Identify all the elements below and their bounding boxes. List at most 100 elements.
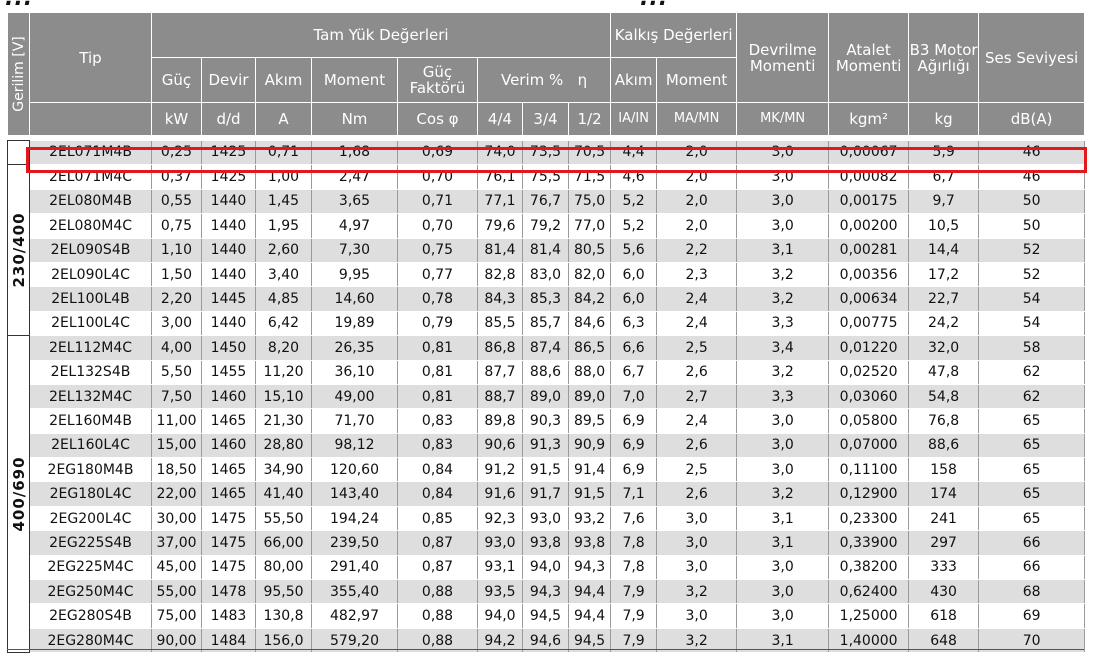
table-cell: 6,42 [255,311,312,337]
table-cell: 1440 [201,189,256,215]
table-cell: 89,0 [567,384,612,410]
table-cell: 91,5 [522,457,569,483]
table-cell: 77,1 [477,189,523,215]
table-cell: 3,0 [656,603,738,629]
table-cell: 84,2 [567,286,612,312]
table-cell: 47,8 [908,360,980,385]
table-cell: 87,4 [522,335,569,361]
table-cell: 6,0 [610,262,658,288]
table-cell: 65 [978,457,1086,483]
table-cell: 71,5 [567,164,612,190]
table-cell: 1,45 [255,189,312,215]
motor-type-cell: 2EL071M4C [29,164,152,190]
table-cell: 15,10 [255,384,312,410]
unit-nm: Nm [311,102,398,136]
table-cell: 30,00 [151,506,202,532]
unit-mk: MK/MN [736,102,830,136]
table-cell: 74,0 [477,140,523,166]
table-cell: 0,87 [397,555,478,581]
table-cell: 93,8 [522,530,569,556]
table-cell: 2,7 [656,384,738,410]
table-cell: 0,88 [397,579,478,605]
table-cell: 54 [978,286,1086,312]
table-cell: 3,3 [736,311,830,337]
atalet-header: Atalet Momenti [828,12,910,103]
table-cell: 24,2 [908,311,980,337]
table-row: 2EG180M4B 18,50 1465 34,90 120,60 0,84 91,2 91,… [8,457,1086,483]
table-cell: 0,79 [397,311,478,337]
table-cell: 7,50 [151,384,202,410]
table-cell: 618 [908,603,980,629]
table-cell: 0,62400 [828,579,910,605]
table-cell: 65 [978,433,1086,459]
table-cell: 120,60 [311,457,398,483]
table-cell: 6,6 [610,335,658,361]
table-cell: 1465 [201,481,256,507]
table-bottom-border [7,649,1084,650]
table-cell: 3,0 [736,579,830,605]
table-cell: 1425 [201,164,256,190]
table-row: 230/400 2EL071M4C 0,37 1425 1,00 2,47 0,70 76,1… [7,164,1086,337]
table-cell: 430 [908,579,980,605]
motor-type-cell: 2EG250M4C [29,579,152,605]
table-cell: 3,0 [736,433,830,459]
table-cell: 3,0 [736,408,830,434]
table-cell: 0,01220 [828,335,910,361]
table-cell: 68 [978,579,1086,605]
table-cell: 2,20 [151,286,202,312]
table-cell: 75,00 [151,603,202,629]
guc-faktoru-header: Güç Faktörü [397,57,478,103]
table-cell: 70,5 [567,140,612,166]
unit-a: A [255,102,312,136]
table-cell: 0,23300 [828,506,910,532]
table-cell: 94,0 [477,603,523,629]
table-cell: 1445 [201,286,256,312]
table-cell: 0,00200 [828,213,910,239]
table-cell: 1425 [201,140,256,166]
table-cell: 297 [908,530,980,556]
table-cell: 92,3 [477,506,523,532]
table-cell: 4,6 [610,164,658,190]
table-cell: 0,07000 [828,433,910,459]
table-cell: 3,2 [736,286,830,312]
table-cell: 3,2 [736,481,830,507]
table-cell: 7,1 [610,481,658,507]
table-cell: 1,50 [151,262,202,288]
table-cell: 85,5 [477,311,523,337]
table-cell: 94,4 [567,579,612,605]
table-row: 2EL132M4C 7,50 1460 15,10 49,00 0,81 88,7 89,0 8… [8,384,1086,410]
table-cell: 1440 [201,262,256,288]
table-cell: 4,00 [151,335,202,361]
table-cell: 50 [978,189,1086,215]
table-cell: 5,2 [610,213,658,239]
table-cell: 482,97 [311,603,398,629]
unit-empty [29,102,152,136]
table-cell: 0,75 [151,213,202,239]
table-cell: 7,30 [311,238,398,263]
table-cell: 3,1 [736,506,830,532]
table-cell: 2,3 [656,262,738,288]
table-cell: 0,83 [397,433,478,459]
table-cell: 94,4 [567,603,612,629]
table-cell: 73,5 [522,140,569,166]
table-cell: 81,4 [522,238,569,263]
table-cell: 82,8 [477,262,523,288]
motor-type-cell: 2EL100L4B [29,286,152,312]
guc-header: Güç [151,57,202,103]
table-cell: 3,65 [311,189,398,215]
unit-kw: kW [151,102,202,136]
unit-ma: MA/MN [656,102,738,136]
table-cell: 58 [978,335,1086,361]
table-cell: 0,88 [397,603,478,629]
table-cell: 36,10 [311,360,398,385]
table-cell: 85,3 [522,286,569,312]
table-cell: 3,0 [736,189,830,215]
table-cell: 93,0 [477,530,523,556]
table-cell: 0,87 [397,530,478,556]
table-cell: 1450 [201,335,256,361]
table-cell: 83,0 [522,262,569,288]
table-cell: 6,9 [610,408,658,434]
table-cell: 5,6 [610,238,658,263]
table-row: 2EL090L4C 1,50 1440 3,40 9,95 0,77 82,8 83,0 82,… [8,262,1086,288]
unit-kgm: kgm² [828,102,910,136]
